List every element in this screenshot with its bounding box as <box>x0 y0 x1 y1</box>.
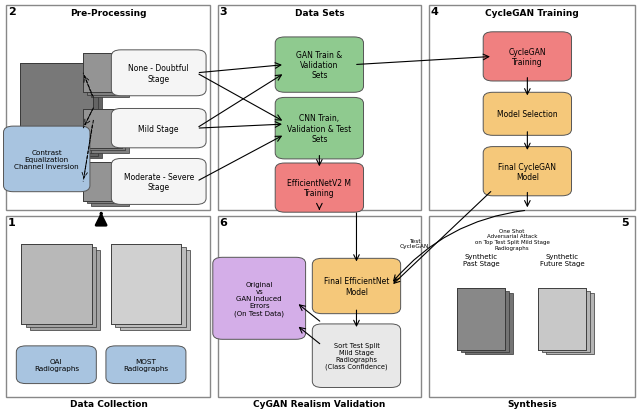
Bar <box>28 69 102 159</box>
FancyBboxPatch shape <box>483 33 572 82</box>
Text: 2: 2 <box>8 7 15 16</box>
FancyBboxPatch shape <box>483 147 572 196</box>
Text: Sort Test Split
Mild Stage
Radiographs
(Class Confidence): Sort Test Split Mild Stage Radiographs (… <box>325 342 388 370</box>
FancyBboxPatch shape <box>275 164 364 213</box>
Text: 4: 4 <box>430 7 438 16</box>
Bar <box>538 288 586 350</box>
Text: Synthetic
Future Stage: Synthetic Future Stage <box>540 253 584 266</box>
Bar <box>111 244 181 324</box>
FancyBboxPatch shape <box>212 258 306 339</box>
Text: Model Selection: Model Selection <box>497 110 557 119</box>
Bar <box>6 6 210 211</box>
Text: Final EfficientNet
Model: Final EfficientNet Model <box>324 276 389 296</box>
Bar <box>21 244 92 324</box>
Text: GAN Train &
Validation
Sets: GAN Train & Validation Sets <box>296 51 342 80</box>
Text: Test
CycleGAN: Test CycleGAN <box>400 238 429 249</box>
FancyBboxPatch shape <box>275 98 364 160</box>
Text: Original
vs
GAN Induced
Errors
(On Test Data): Original vs GAN Induced Errors (On Test … <box>234 281 284 316</box>
Bar <box>429 6 635 211</box>
FancyBboxPatch shape <box>275 38 364 93</box>
Bar <box>83 54 122 93</box>
Text: CNN Train,
Validation & Test
Sets: CNN Train, Validation & Test Sets <box>287 114 351 144</box>
Bar <box>429 217 635 397</box>
Bar <box>120 250 190 330</box>
Bar <box>465 293 513 355</box>
Bar <box>458 288 506 350</box>
Bar <box>30 250 100 330</box>
Text: 5: 5 <box>621 217 628 227</box>
FancyBboxPatch shape <box>111 51 206 97</box>
Text: 3: 3 <box>219 7 227 16</box>
Text: CyGAN Realism Validation: CyGAN Realism Validation <box>253 399 385 408</box>
FancyBboxPatch shape <box>16 346 96 384</box>
Text: EfficientNetV2 M
Training: EfficientNetV2 M Training <box>287 178 351 198</box>
Bar <box>218 217 421 397</box>
Bar <box>83 109 122 148</box>
FancyBboxPatch shape <box>111 159 206 205</box>
Text: 6: 6 <box>219 217 227 227</box>
Text: Mild Stage: Mild Stage <box>138 124 179 133</box>
Bar <box>115 247 186 327</box>
Text: Data Collection: Data Collection <box>70 399 148 408</box>
Bar <box>91 114 129 153</box>
Bar <box>6 217 210 397</box>
Bar <box>538 288 586 350</box>
FancyBboxPatch shape <box>3 127 90 192</box>
Text: 1: 1 <box>8 217 15 227</box>
Bar <box>83 109 122 148</box>
Bar <box>87 112 125 151</box>
Bar <box>24 66 97 156</box>
FancyBboxPatch shape <box>312 324 401 388</box>
Text: Data Sets: Data Sets <box>294 9 344 18</box>
FancyBboxPatch shape <box>483 93 572 136</box>
Bar <box>26 247 96 327</box>
Text: Pre-Processing: Pre-Processing <box>70 9 147 18</box>
Bar <box>19 63 93 153</box>
Bar <box>545 293 594 355</box>
Bar <box>87 57 125 96</box>
Bar <box>83 54 122 93</box>
Bar <box>87 165 125 204</box>
Bar <box>218 6 421 211</box>
Text: Synthesis: Synthesis <box>507 399 557 408</box>
Bar <box>21 244 92 324</box>
Bar <box>91 59 129 98</box>
Bar <box>111 244 181 324</box>
Bar <box>91 168 129 206</box>
Text: CycleGAN Training: CycleGAN Training <box>485 9 579 18</box>
Text: CycleGAN
Training: CycleGAN Training <box>509 47 546 67</box>
Text: None - Doubtful
Stage: None - Doubtful Stage <box>129 64 189 83</box>
Bar <box>541 291 590 352</box>
Text: MOST
Radiographs: MOST Radiographs <box>124 358 168 371</box>
Text: Final CycleGAN
Model: Final CycleGAN Model <box>499 162 556 182</box>
Text: OAI
Radiographs: OAI Radiographs <box>34 358 79 371</box>
Text: Moderate - Severe
Stage: Moderate - Severe Stage <box>124 172 194 192</box>
Bar <box>83 162 122 201</box>
Text: One Shot
Adversarial Attack
on Top Test Split Mild Stage
Radiographs: One Shot Adversarial Attack on Top Test … <box>475 228 549 250</box>
Text: Synthetic
Past Stage: Synthetic Past Stage <box>463 253 500 266</box>
Bar <box>83 162 122 201</box>
Text: Contrast
Equalization
Channel Inversion: Contrast Equalization Channel Inversion <box>15 150 79 169</box>
Bar <box>19 63 93 153</box>
Bar <box>461 291 509 352</box>
FancyBboxPatch shape <box>106 346 186 384</box>
FancyBboxPatch shape <box>111 109 206 148</box>
Bar <box>458 288 506 350</box>
FancyBboxPatch shape <box>312 258 401 314</box>
